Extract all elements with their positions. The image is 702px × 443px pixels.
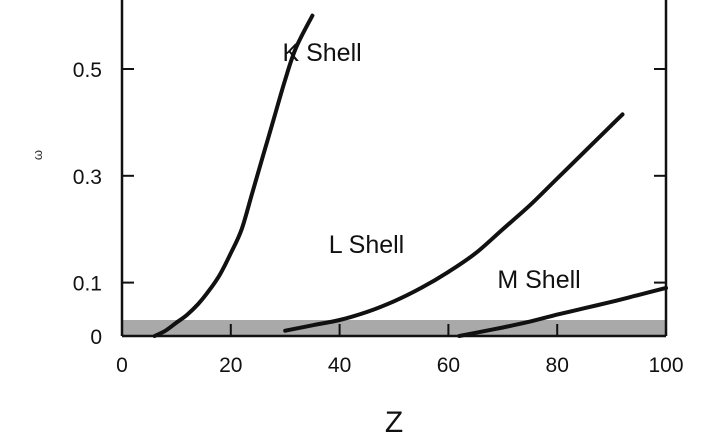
series-label-k-shell: K Shell <box>282 39 361 67</box>
x-tick-label: 0 <box>116 354 128 377</box>
series-label-m-shell: M Shell <box>497 266 580 294</box>
x-tick-label: 60 <box>437 354 460 377</box>
x-axis-label: Z <box>385 406 403 439</box>
series-label-l-shell: L Shell <box>329 231 405 259</box>
x-tick-label: 40 <box>328 354 351 377</box>
x-tick-label: 100 <box>648 354 683 377</box>
shaded-band <box>122 319 666 336</box>
x-tick-label: 80 <box>546 354 569 377</box>
y-tick-label: 0.3 <box>73 166 102 189</box>
series-line-l-shell <box>283 112 625 333</box>
y-tick-label: 0 <box>90 326 102 349</box>
x-tick-label: 20 <box>219 354 242 377</box>
y-axis-label: ω <box>30 150 45 160</box>
series-line-k-shell <box>152 13 315 338</box>
y-tick-label: 0.5 <box>73 59 102 82</box>
series-line-m-shell <box>457 285 668 338</box>
y-tick-label: 0.1 <box>73 273 102 296</box>
